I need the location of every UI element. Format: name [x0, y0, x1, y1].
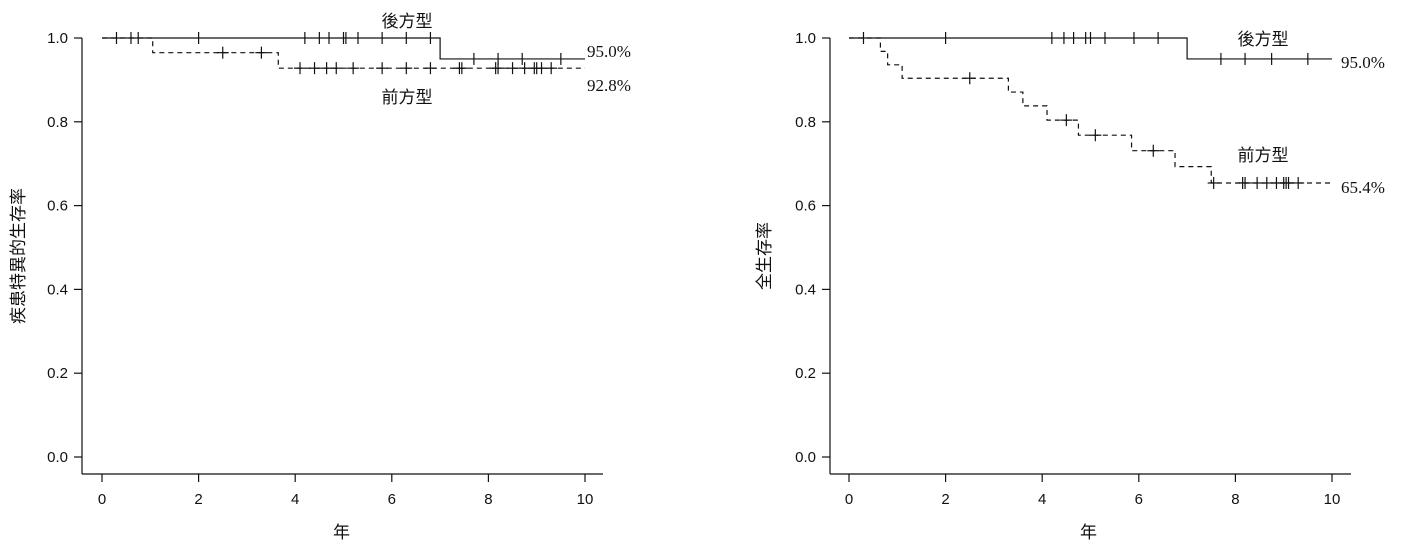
- y-axis-title: 疾患特異的生存率: [9, 188, 29, 324]
- x-axis-title: 年: [1080, 523, 1097, 543]
- series-annotation: 前方型: [382, 88, 433, 108]
- x-tick-label: 2: [194, 491, 202, 508]
- x-tick-label: 2: [941, 491, 949, 508]
- y-tick-label: 0.2: [47, 365, 68, 382]
- x-tick-label: 4: [1038, 491, 1046, 508]
- series-end-label: 95.0%: [1341, 53, 1385, 72]
- series-annotation: 前方型: [1238, 146, 1289, 166]
- y-tick-label: 0.8: [795, 114, 816, 131]
- y-tick-label: 0.4: [47, 281, 68, 298]
- series-end-label: 65.4%: [1341, 178, 1385, 197]
- overall-survival-chart: 0.0 0.2 0.4 0.6 0.8 1.0 0 2 4 6 8 10 年 全生存率 95.0% 65.4%…: [755, 30, 1385, 543]
- survival-curve-anterior: [849, 37, 1332, 184]
- y-tick-label: 0.6: [795, 198, 816, 215]
- series-annotation: 後方型: [1238, 30, 1289, 50]
- y-tick-label: 1.0: [47, 30, 68, 47]
- y-tick-label: 0.6: [47, 198, 68, 215]
- x-tick-label: 0: [845, 491, 853, 508]
- x-tick-label: 10: [577, 491, 594, 508]
- y-tick-label: 0.8: [47, 114, 68, 131]
- disease-specific-survival-chart: 0.0 0.2 0.4 0.6 0.8 1.0 0 2 4 6 8 10 年 疾患特異的生存率 95.0% 9…: [9, 12, 631, 543]
- x-axis-title: 年: [333, 523, 350, 543]
- x-tick-label: 0: [98, 491, 106, 508]
- x-tick-label: 8: [1231, 491, 1239, 508]
- y-tick-label: 0.0: [795, 449, 816, 466]
- y-tick-label: 0.4: [795, 281, 816, 298]
- x-tick-label: 6: [388, 491, 396, 508]
- x-tick-label: 8: [484, 491, 492, 508]
- x-tick-label: 6: [1135, 491, 1143, 508]
- survival-curve-anterior: [102, 37, 585, 69]
- x-tick-label: 4: [291, 491, 299, 508]
- series-end-label: 92.8%: [587, 76, 631, 95]
- survival-curve-posterior: [102, 37, 585, 60]
- series-end-label: 95.0%: [587, 42, 631, 61]
- x-tick-label: 10: [1324, 491, 1341, 508]
- survival-curve-posterior: [849, 37, 1332, 60]
- series-annotation: 後方型: [382, 12, 433, 32]
- y-tick-label: 0.0: [47, 449, 68, 466]
- y-tick-label: 0.2: [795, 365, 816, 382]
- y-axis-title: 全生存率: [755, 222, 775, 290]
- y-tick-label: 1.0: [795, 30, 816, 47]
